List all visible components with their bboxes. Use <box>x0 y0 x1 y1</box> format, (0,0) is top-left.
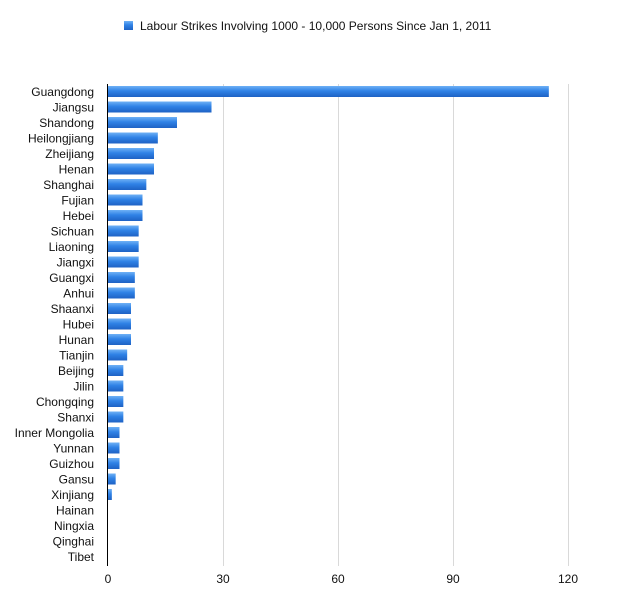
category-label: Guangdong <box>31 85 94 99</box>
category-label: Hunan <box>59 333 94 347</box>
category-label: Xinjiang <box>51 488 94 502</box>
category-label: Guangxi <box>49 271 94 285</box>
bar <box>108 458 120 469</box>
category-label: Heilongjiang <box>28 132 94 146</box>
bar <box>108 365 124 376</box>
category-label: Henan <box>59 163 94 177</box>
category-label: Hebei <box>63 209 94 223</box>
category-label: Jiangxi <box>57 256 94 270</box>
bar <box>108 210 143 221</box>
category-label: Beijing <box>58 364 94 378</box>
category-label: Sichuan <box>51 225 94 239</box>
x-tick-label: 90 <box>446 572 460 586</box>
bar <box>108 287 135 299</box>
bar <box>108 442 120 454</box>
bar <box>108 86 549 97</box>
category-label: Jiangsu <box>53 101 94 115</box>
bar <box>108 303 131 314</box>
bar <box>108 179 147 190</box>
category-label: Qinghai <box>53 535 94 549</box>
bar <box>108 272 135 283</box>
bars <box>108 86 549 500</box>
category-label: Hainan <box>56 504 94 518</box>
category-label: Tianjin <box>59 349 94 363</box>
category-label: Hubei <box>63 318 94 332</box>
bar <box>108 241 139 252</box>
category-label: Shanghai <box>43 178 94 192</box>
legend: Labour Strikes Involving 1000 - 10,000 P… <box>124 19 492 33</box>
category-label: Shandong <box>39 116 94 130</box>
category-label: Chongqing <box>36 395 94 409</box>
category-label: Jilin <box>73 380 94 394</box>
category-label: Tibet <box>68 550 95 564</box>
category-label: Fujian <box>61 194 94 208</box>
bar <box>108 334 131 345</box>
x-tick-label: 120 <box>558 572 578 586</box>
category-label: Liaoning <box>49 240 94 254</box>
bar <box>108 117 177 128</box>
bar <box>108 163 154 175</box>
category-label: Ningxia <box>54 519 94 533</box>
legend-label: Labour Strikes Involving 1000 - 10,000 P… <box>140 19 492 33</box>
category-label: Shaanxi <box>51 302 94 316</box>
category-label: Shanxi <box>57 411 94 425</box>
bar <box>108 427 120 438</box>
category-label: Yunnan <box>53 442 94 456</box>
gridlines <box>223 84 569 566</box>
category-label: Inner Mongolia <box>15 426 95 440</box>
bar <box>108 473 116 485</box>
category-label: Zheijiang <box>45 147 94 161</box>
category-label: Gansu <box>59 473 94 487</box>
bar <box>108 380 124 392</box>
x-tick-label: 60 <box>331 572 345 586</box>
bar <box>108 101 212 113</box>
bar <box>108 489 112 500</box>
bar <box>108 318 131 330</box>
bar <box>108 132 158 144</box>
bar <box>108 225 139 237</box>
x-tick-label: 30 <box>216 572 230 586</box>
x-axis-ticks: 0 30 60 90 120 <box>105 572 579 586</box>
legend-swatch <box>124 21 133 30</box>
x-tick-label: 0 <box>105 572 112 586</box>
bar <box>108 349 128 361</box>
category-label: Anhui <box>63 287 94 301</box>
bar <box>108 411 124 423</box>
bar <box>108 396 124 407</box>
bar <box>108 148 154 159</box>
bar <box>108 256 139 268</box>
category-label: Guizhou <box>49 457 94 471</box>
bar <box>108 194 143 206</box>
